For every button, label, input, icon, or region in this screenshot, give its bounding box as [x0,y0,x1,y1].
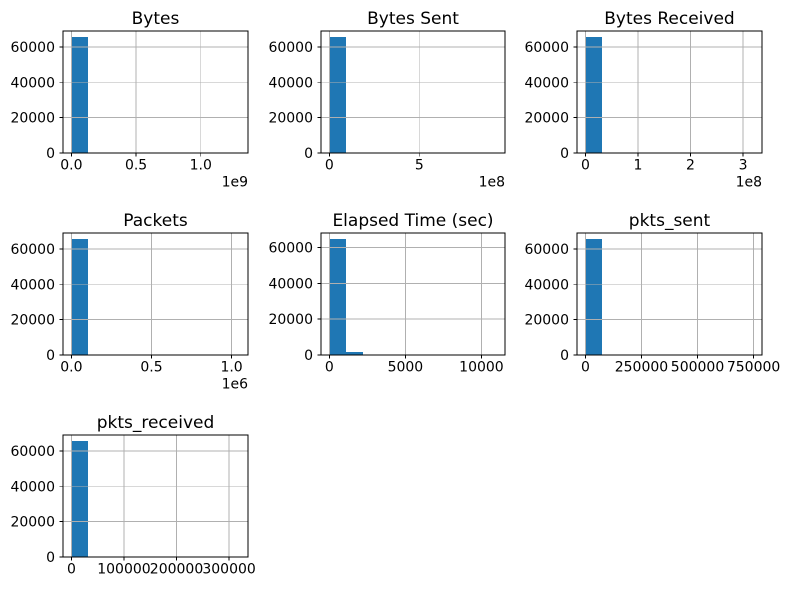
y-tick-label: 40000 [268,75,313,91]
x-tick-label: 1 [634,158,643,174]
subplot-packets: 0.0 0.5 1.0 0 20000 40000 60000 1e6 Packets [10,211,249,393]
x-tick-label: 0.5 [125,158,147,174]
x-tick-label: 0.0 [60,360,82,376]
y-tick-label: 40000 [524,277,569,293]
y-tick-label: 60000 [524,40,569,56]
x-tick-label: 500000 [671,360,724,376]
x-tick-label: 10000 [459,360,504,376]
y-tick-label: 60000 [10,444,55,460]
x-tick-label: 0 [581,158,590,174]
subplot-title: pkts_sent [629,211,711,231]
y-tick-label: 20000 [10,313,55,329]
y-tick-label: 40000 [268,276,313,292]
y-tick-label: 60000 [10,242,55,258]
x-tick-label: 0.0 [60,158,82,174]
x-tick-label: 250000 [615,360,668,376]
subplot-pkts-sent: 0 250000 500000 750000 0 20000 40000 60000 pkts_… [524,211,780,376]
axes-background [577,233,762,355]
y-tick-label: 60000 [268,241,313,257]
histogram-bar [346,351,363,355]
subplot-title: Bytes [132,9,180,29]
axes-background [63,31,248,153]
x-tick-label: 0 [325,360,334,376]
subplot-title: Bytes Sent [367,9,459,29]
histogram-bar [585,36,603,154]
x-tick-label: 3 [739,158,748,174]
x-axis-offset-label: 1e8 [479,175,505,191]
x-tick-label: 100000 [97,562,150,578]
histogram-bar [71,36,89,154]
axes-background [321,31,505,153]
subplot-pkts-received: 0 100000 200000 300000 0 20000 40000 60000 pkts_… [10,413,255,578]
axes-background [63,233,248,355]
axes-background [577,31,762,153]
y-tick-label: 40000 [10,75,55,91]
x-tick-label: 0 [581,360,590,376]
x-tick-label: 1.0 [190,158,212,174]
x-tick-label: 5000 [388,360,424,376]
histogram-bar [329,238,347,355]
subplot-title: pkts_received [97,413,215,433]
axes-background [321,233,505,355]
subplot-elapsed-time-sec: 0 5000 10000 0 20000 40000 60000 Elapsed Time (… [268,211,506,376]
y-tick-label: 20000 [10,515,55,531]
subplot-bytes-sent: 0 5 0 20000 40000 60000 1e8 Bytes Sent [268,9,506,191]
y-tick-label: 40000 [10,277,55,293]
axes-spine [62,30,249,154]
x-tick-label: 0 [67,562,76,578]
y-tick-label: 0 [304,146,313,162]
axes-spine [62,434,249,558]
y-tick-label: 40000 [524,75,569,91]
y-tick-label: 60000 [268,40,313,56]
subplot-bytes: 0.0 0.5 1.0 0 20000 40000 60000 1e9 Bytes [10,9,249,191]
y-tick-label: 20000 [524,313,569,329]
y-tick-label: 0 [560,146,569,162]
x-tick-label: 0.5 [140,360,162,376]
y-tick-label: 0 [46,348,55,364]
x-tick-label: 2 [686,158,695,174]
x-tick-label: 300000 [202,562,255,578]
x-tick-label: 750000 [727,360,780,376]
axes-background [63,435,248,557]
x-tick-label: 5 [415,158,424,174]
subplot-title: Elapsed Time (sec) [332,211,493,231]
histogram-bar [585,238,603,355]
subplot-title: Packets [123,211,188,231]
y-tick-label: 20000 [10,111,55,127]
axes-spine [576,232,763,356]
x-tick-label: 200000 [150,562,203,578]
y-tick-label: 0 [560,348,569,364]
y-tick-label: 20000 [268,111,313,127]
x-tick-label: 1.0 [220,360,242,376]
y-tick-label: 0 [304,348,313,364]
x-tick-label: 0 [325,158,334,174]
y-tick-label: 20000 [268,312,313,328]
axes-spine [320,232,506,356]
y-tick-label: 20000 [524,111,569,127]
axes-spine [62,232,249,356]
histogram-bar [71,238,89,355]
y-tick-label: 60000 [10,40,55,56]
histogram-bar [71,440,89,557]
subplot-bytes-received: 0 1 2 3 0 20000 40000 60000 1e8 Bytes Received [524,9,763,191]
histogram-bar [329,36,347,154]
y-tick-label: 40000 [10,479,55,495]
axes-spine [576,30,763,154]
subplot-title: Bytes Received [604,9,734,29]
y-tick-label: 0 [46,550,55,566]
axes-spine [320,30,506,154]
x-axis-offset-label: 1e8 [736,175,762,191]
x-axis-offset-label: 1e9 [222,175,248,191]
y-tick-label: 0 [46,146,55,162]
x-axis-offset-label: 1e6 [222,377,249,393]
y-tick-label: 60000 [524,242,569,258]
